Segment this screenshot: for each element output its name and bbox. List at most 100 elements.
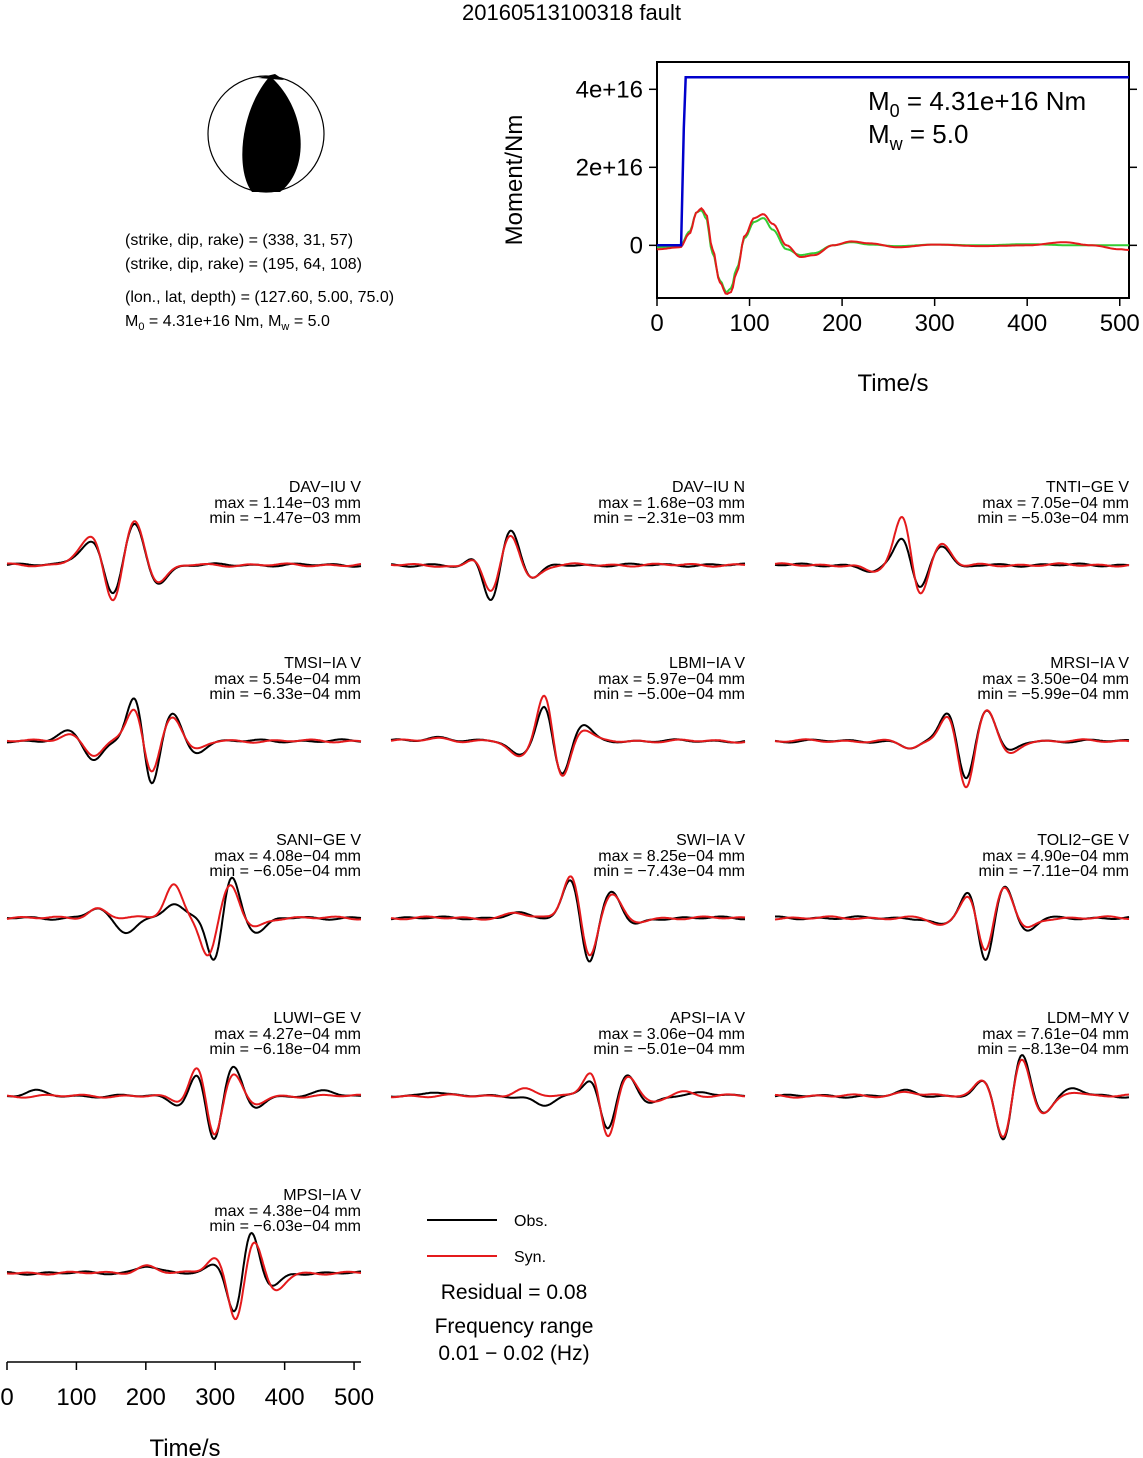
station-name: TNTI−GE V: [1046, 479, 1129, 496]
station-min-amplitude: min = −2.31e−03 mm: [593, 510, 745, 527]
legend-syn-label: Syn.: [514, 1249, 546, 1266]
observed-waveform: [6, 523, 362, 595]
station-name: TMSI−IA V: [284, 655, 361, 672]
station-min-amplitude: min = −5.03e−04 mm: [977, 510, 1129, 527]
synthetic-waveform: [390, 534, 746, 592]
station-name: LDM−MY V: [1047, 1010, 1129, 1027]
stf-x-tick-label: 400: [1007, 310, 1047, 337]
station-name: LUWI−GE V: [273, 1010, 361, 1027]
hypocenter-location: (lon., lat, depth) = (127.60, 5.00, 75.0…: [125, 289, 395, 306]
focal-mechanism-beachball: [207, 74, 325, 193]
observed-waveform: [390, 1074, 746, 1130]
waveform-x-tick-label: 500: [334, 1384, 374, 1411]
station-min-amplitude: min = −6.33e−04 mm: [209, 686, 361, 703]
station-name: DAV−IU N: [672, 479, 745, 496]
station-name: MRSI−IA V: [1050, 655, 1129, 672]
synthetic-waveform: [6, 883, 361, 957]
stf-y-tick-label: 2e+16: [576, 154, 643, 181]
observed-waveform: [774, 709, 1130, 780]
stf-series-blue: [657, 75, 1129, 247]
stf-x-tick-label: 100: [730, 310, 770, 337]
station-name: TOLI2−GE V: [1037, 832, 1129, 849]
station-min-amplitude: min = −6.03e−04 mm: [209, 1218, 361, 1235]
station-min-amplitude: min = −8.13e−04 mm: [977, 1041, 1129, 1058]
synthetic-waveform: [390, 694, 746, 777]
station-min-amplitude: min = −5.00e−04 mm: [593, 686, 745, 703]
stf-y-axis-label: Moment/Nm: [501, 115, 528, 246]
station-max-amplitude: max = 3.06e−04 mm: [598, 1026, 745, 1043]
stf-x-axis-label: Time/s: [857, 370, 928, 397]
synthetic-waveform: [7, 520, 362, 602]
stf-x-tick-label: 500: [1100, 310, 1140, 337]
source-time-function-chart: 0 100 200 300 400 500 0 2e+16 4e+16 Time/s Moment/…: [501, 61, 1140, 397]
legend: Obs. Syn. Residual = 0.08 Frequency range 0.…: [427, 1213, 593, 1365]
station-min-amplitude: min = −1.47e−03 mm: [209, 510, 361, 527]
waveform-x-tick-label: 0: [0, 1384, 13, 1411]
synthetic-waveform: [6, 708, 362, 773]
station-max-amplitude: max = 1.14e−03 mm: [214, 495, 361, 512]
station-max-amplitude: max = 1.68e−03 mm: [598, 495, 745, 512]
station-name: SANI−GE V: [276, 832, 361, 849]
station-max-amplitude: max = 4.90e−04 mm: [982, 848, 1129, 865]
station-min-amplitude: min = −6.05e−04 mm: [209, 863, 361, 880]
observed-waveform: [390, 529, 746, 602]
station-min-amplitude: min = −5.99e−04 mm: [977, 686, 1129, 703]
synthetic-waveform: [774, 709, 1130, 789]
synthetic-waveform: [7, 1241, 362, 1321]
station-max-amplitude: max = 5.54e−04 mm: [214, 671, 361, 688]
frequency-range-value: 0.01 − 0.02 (Hz): [438, 1342, 589, 1365]
observed-waveform: [6, 1231, 361, 1313]
station-max-amplitude: max = 4.27e−04 mm: [214, 1026, 361, 1043]
waveform-x-tick-label: 100: [56, 1384, 96, 1411]
station-max-amplitude: max = 7.61e−04 mm: [982, 1026, 1129, 1043]
stf-series-green: [657, 208, 1129, 293]
station-max-amplitude: max = 5.97e−04 mm: [598, 671, 745, 688]
waveform-x-tick-label: 400: [265, 1384, 305, 1411]
synthetic-waveform: [774, 886, 1129, 952]
synthetic-waveform: [774, 515, 1130, 595]
station-name: DAV−IU V: [289, 479, 362, 496]
frequency-range-label: Frequency range: [435, 1315, 594, 1338]
station-name: LBMI−IA V: [669, 655, 745, 672]
legend-obs-label: Obs.: [514, 1213, 548, 1230]
synthetic-waveform: [390, 875, 746, 957]
station-max-amplitude: max = 8.25e−04 mm: [598, 848, 745, 865]
stf-mw-annotation: Mw = 5.0: [868, 119, 968, 154]
stf-y-tick-label: 0: [630, 232, 643, 259]
observed-waveform: [390, 879, 745, 963]
observed-waveform: [7, 697, 362, 785]
stf-m0-annotation: M0 = 4.31e+16 Nm: [868, 86, 1086, 121]
nodal-plane-2: (strike, dip, rake) = (195, 64, 108): [125, 256, 362, 273]
figure-title: 20160513100318 fault: [462, 0, 681, 25]
stf-plot-frame: [656, 61, 1130, 299]
waveform-x-axis-label: Time/s: [149, 1435, 220, 1458]
observed-waveform: [775, 885, 1130, 962]
station-max-amplitude: max = 4.08e−04 mm: [214, 848, 361, 865]
station-name: SWI−IA V: [676, 832, 745, 849]
stf-y-tick-label: 4e+16: [576, 76, 643, 103]
station-max-amplitude: max = 4.38e−04 mm: [214, 1203, 361, 1220]
station-min-amplitude: min = −7.11e−04 mm: [979, 863, 1129, 880]
moment-magnitude-summary: M0 = 4.31e+16 Nm, Mw = 5.0: [125, 313, 330, 334]
station-max-amplitude: max = 3.50e−04 mm: [982, 671, 1129, 688]
station-name: APSI−IA V: [670, 1010, 745, 1027]
synthetic-waveform: [391, 1072, 746, 1138]
stf-series-red: [657, 206, 1130, 295]
nodal-plane-1: (strike, dip, rake) = (338, 31, 57): [125, 232, 354, 249]
station-name: MPSI−IA V: [283, 1187, 361, 1204]
observed-waveform: [774, 537, 1130, 588]
